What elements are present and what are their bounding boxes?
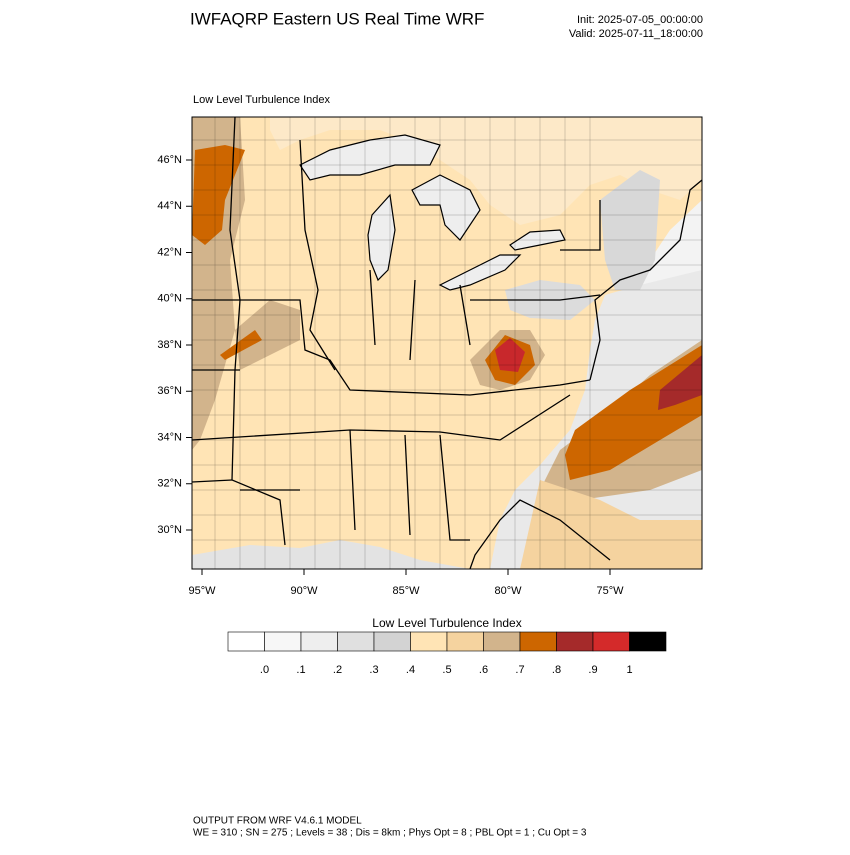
lat-label: 32°N — [157, 478, 182, 490]
title: IWFAQRP Eastern US Real Time WRF — [190, 9, 484, 28]
footer-line: OUTPUT FROM WRF V4.6.1 MODEL — [193, 816, 362, 827]
lat-label: 36°N — [157, 385, 182, 397]
colorbar-label: .1 — [296, 664, 305, 676]
colorbar-label: .9 — [588, 664, 597, 676]
lon-label: 90°W — [290, 585, 318, 597]
colorbar-box — [483, 631, 521, 652]
colorbar-label: .5 — [442, 664, 451, 676]
colorbar-box — [373, 631, 411, 652]
lon-label: 80°W — [494, 585, 522, 597]
colorbar-label: .3 — [369, 664, 378, 676]
lat-label: 38°N — [157, 339, 182, 351]
lat-label: 30°N — [157, 524, 182, 536]
footer-line: WE = 310 ; SN = 275 ; Levels = 38 ; Dis … — [193, 828, 587, 839]
colorbar-label: .2 — [333, 664, 342, 676]
colorbar-box — [337, 631, 375, 652]
lat-label: 44°N — [157, 200, 182, 212]
colorbar-label: .4 — [406, 664, 415, 676]
lat-label: 42°N — [157, 246, 182, 258]
map-subtitle: Low Level Turbulence Index — [193, 94, 330, 106]
colorbar-label: .6 — [479, 664, 488, 676]
colorbar-box — [264, 631, 302, 652]
colorbar-box — [300, 631, 338, 652]
colorbar-label: .0 — [260, 664, 269, 676]
latitude-labels: 46°N 44°N 42°N 40°N 38°N 36°N 34°N 32°N 30°N — [157, 154, 192, 536]
lat-label: 40°N — [157, 293, 182, 305]
colorbar-box — [227, 631, 265, 652]
colorbar-box — [446, 631, 484, 652]
longitude-labels: 95°W 90°W 85°W 80°W 75°W — [188, 569, 624, 597]
lat-label: 46°N — [157, 154, 182, 166]
lon-label: 95°W — [188, 585, 216, 597]
map: 46°N 44°N 42°N 40°N 38°N 36°N 34°N 32°N 30°N 95°… — [157, 116, 703, 597]
colorbar-box — [556, 631, 594, 652]
colorbar-label: .7 — [515, 664, 524, 676]
valid-time: Valid: 2025-07-11_18:00:00 — [569, 28, 703, 40]
colorbar: .0 .1 .2 .3 .4 .5 .6 .7 .8 .9 1 — [227, 631, 667, 676]
lat-label: 34°N — [157, 431, 182, 443]
lon-label: 75°W — [596, 585, 624, 597]
colorbar-box — [592, 631, 630, 652]
init-time: Init: 2025-07-05_00:00:00 — [577, 14, 703, 26]
colorbar-box — [410, 631, 448, 652]
lon-label: 85°W — [392, 585, 420, 597]
colorbar-box — [519, 631, 557, 652]
colorbar-box — [629, 631, 667, 652]
colorbar-title: Low Level Turbulence Index — [372, 616, 521, 630]
colorbar-label: 1 — [626, 664, 632, 676]
colorbar-label: .8 — [552, 664, 561, 676]
